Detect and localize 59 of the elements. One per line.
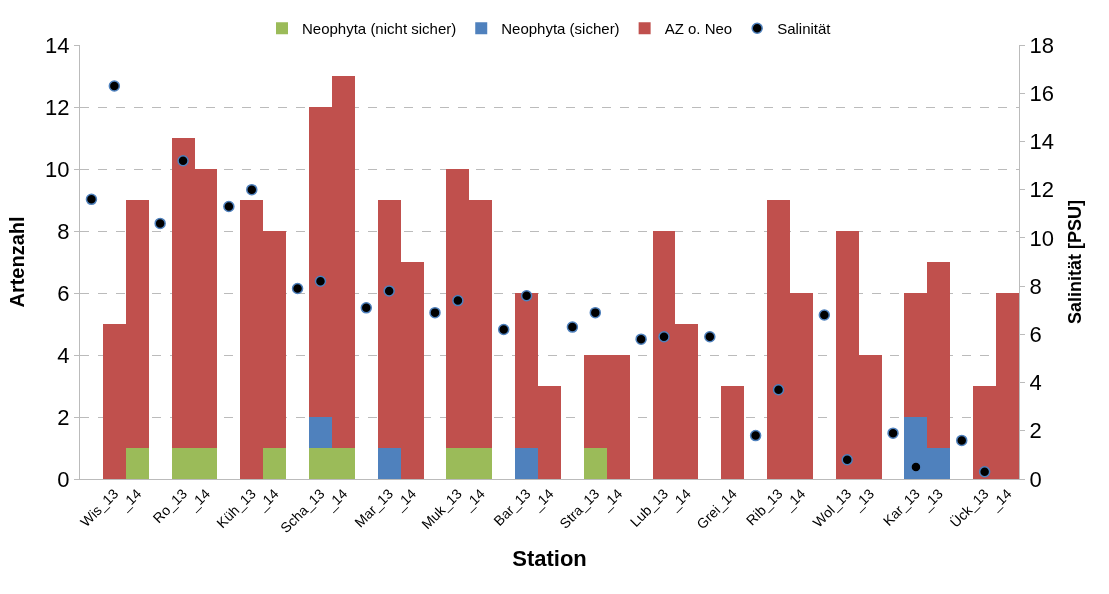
point bbox=[818, 309, 831, 321]
y2-tick-label: 14 bbox=[1029, 129, 1054, 155]
point bbox=[887, 427, 899, 439]
point bbox=[566, 321, 579, 333]
y2-tick-label: 18 bbox=[1029, 32, 1054, 58]
point bbox=[223, 200, 235, 213]
y-tick-label: 14 bbox=[45, 32, 70, 58]
point bbox=[704, 330, 716, 343]
y2-tick-label: 0 bbox=[1029, 466, 1042, 492]
bar bbox=[515, 448, 538, 479]
legend-label: Salinität bbox=[777, 20, 832, 38]
bar bbox=[378, 448, 401, 479]
y-tick-label: 2 bbox=[57, 404, 70, 430]
y-tick-label: 8 bbox=[57, 218, 70, 244]
point bbox=[429, 306, 441, 319]
point bbox=[177, 154, 189, 167]
y2-tick-label: 16 bbox=[1029, 80, 1054, 106]
point bbox=[383, 285, 395, 297]
y-tick-label: 10 bbox=[45, 156, 70, 182]
point bbox=[246, 183, 258, 196]
legend-label: Neophyta (sicher) bbox=[501, 20, 620, 38]
y2-tick-label: 2 bbox=[1029, 418, 1042, 444]
point bbox=[749, 429, 762, 442]
point bbox=[520, 290, 533, 302]
y-tick-label: 6 bbox=[57, 280, 70, 306]
point bbox=[360, 302, 373, 314]
point bbox=[955, 434, 968, 447]
point bbox=[978, 466, 991, 478]
y2-axis-title: Salinität [PSU] bbox=[1064, 199, 1085, 325]
y-axis-title: Artenzahl bbox=[5, 216, 28, 308]
legend-label: Neophyta (nicht sicher) bbox=[302, 20, 457, 38]
y-tick-label: 12 bbox=[45, 94, 70, 120]
bar bbox=[263, 448, 286, 479]
point bbox=[772, 384, 785, 396]
bar bbox=[126, 448, 149, 479]
point bbox=[452, 294, 464, 307]
x-axis-title: Station bbox=[512, 545, 587, 571]
legend-label: AZ o. Neo bbox=[664, 20, 733, 38]
y2-tick-label: 6 bbox=[1029, 322, 1042, 348]
y2-tick-label: 4 bbox=[1029, 370, 1042, 396]
y-tick-label: 4 bbox=[57, 342, 70, 368]
bar bbox=[721, 386, 744, 479]
point bbox=[658, 330, 670, 343]
bar bbox=[584, 448, 607, 479]
point bbox=[85, 193, 98, 206]
y2-tick-label: 8 bbox=[1029, 273, 1042, 299]
point bbox=[154, 217, 166, 230]
point bbox=[108, 80, 121, 92]
y-tick-label: 0 bbox=[57, 466, 70, 492]
point bbox=[314, 275, 327, 288]
point bbox=[497, 323, 510, 336]
point bbox=[841, 453, 853, 466]
y2-tick-label: 10 bbox=[1029, 225, 1054, 251]
point bbox=[910, 461, 922, 473]
bar bbox=[309, 417, 332, 448]
y2-tick-label: 12 bbox=[1029, 177, 1054, 203]
point bbox=[635, 333, 647, 345]
point bbox=[589, 306, 602, 319]
point bbox=[291, 282, 304, 295]
